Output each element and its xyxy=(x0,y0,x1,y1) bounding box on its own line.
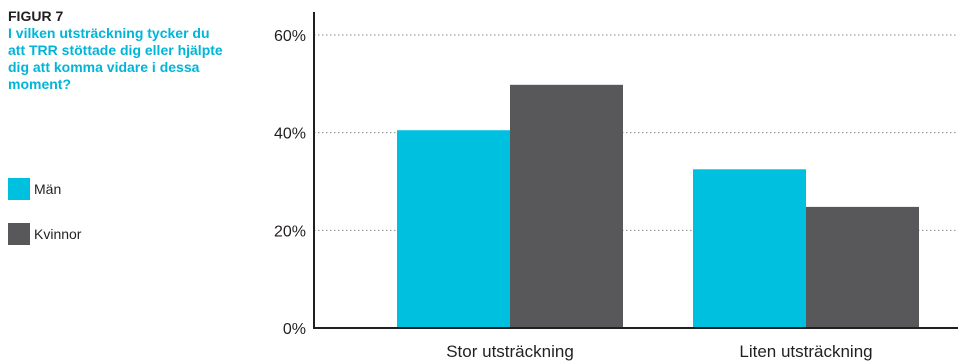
legend-item-man: Män xyxy=(8,178,81,200)
bar-man-1 xyxy=(397,130,510,328)
x-category-label-1: Stor utsträckning xyxy=(446,342,574,361)
figure-header: FIGUR 7 I vilken utsträckning tycker du … xyxy=(8,8,223,93)
figure-title: I vilken utsträckning tycker du att TRR … xyxy=(8,25,223,92)
bar-kvinnor-2 xyxy=(806,206,919,328)
bar-man-2 xyxy=(693,169,806,328)
bar-kvinnor-1 xyxy=(510,84,623,328)
y-tick-label-0: 0% xyxy=(283,321,306,338)
x-category-label-2: Liten utsträckning xyxy=(739,342,872,361)
legend-swatch-man xyxy=(8,178,30,200)
legend-label-kvinnor: Kvinnor xyxy=(34,226,82,242)
legend-swatch-kvinnor xyxy=(8,223,30,245)
y-tick-label-40: 40% xyxy=(274,126,306,143)
legend-label-man: Män xyxy=(34,181,62,197)
legend: Män Kvinnor xyxy=(8,178,81,268)
y-tick-label-20: 20% xyxy=(274,223,306,240)
legend-item-kvinnor: Kvinnor xyxy=(8,223,81,245)
figure-label: FIGUR 7 xyxy=(8,8,64,24)
y-tick-label-60: 60% xyxy=(274,28,306,45)
